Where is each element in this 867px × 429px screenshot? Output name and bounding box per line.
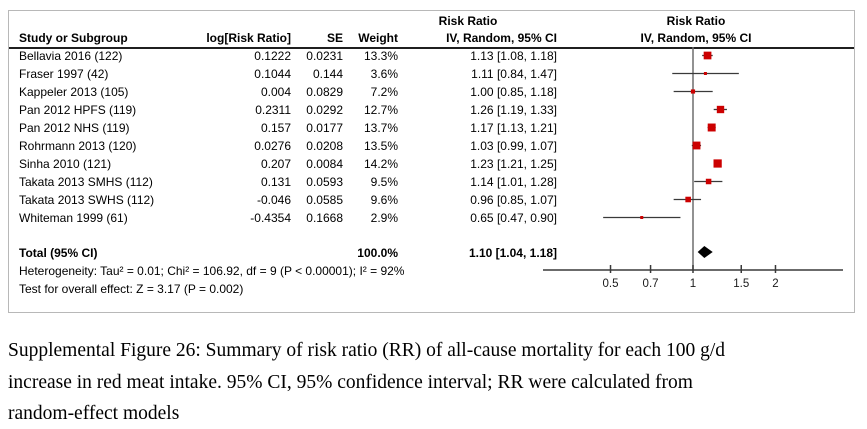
se-value: 0.0593 <box>306 174 343 189</box>
plot-column-header-line1: Risk Ratio <box>666 14 726 28</box>
study-label: Pan 2012 NHS (119) <box>19 120 130 135</box>
heterogeneity-stats: Heterogeneity: Tau² = 0.01; Chi² = 106.9… <box>19 264 405 278</box>
log-rr-value: -0.4354 <box>250 210 291 225</box>
weight-value: 7.2% <box>370 84 398 99</box>
caption-line-1: Supplemental Figure 26: Summary of risk … <box>8 340 726 361</box>
se-value: 0.0177 <box>306 120 343 135</box>
ci-text-value: 1.11 [0.84, 1.47] <box>471 66 557 81</box>
se-value: 0.144 <box>312 66 343 81</box>
study-label: Rohrmann 2013 (120) <box>19 138 137 153</box>
study-label: Takata 2013 SMHS (112) <box>19 174 153 189</box>
study-row: Whiteman 1999 (61) -0.4354 0.1668 2.9% 0… <box>19 210 557 226</box>
ci-text-value: 1.17 [1.13, 1.21] <box>470 120 557 135</box>
weight-value: 12.7% <box>363 102 398 117</box>
se-value: 0.0585 <box>306 192 343 207</box>
weight-value: 13.3% <box>363 48 398 63</box>
study-label: Pan 2012 HPFS (119) <box>19 102 137 117</box>
study-label: Sinha 2010 (121) <box>19 156 112 171</box>
figure-caption: Supplemental Figure 26: Summary of risk … <box>8 335 860 429</box>
total-ci-text: 1.10 [1.04, 1.18] <box>468 246 557 260</box>
study-row: Pan 2012 NHS (119) 0.157 0.0177 13.7% 1.… <box>19 120 557 136</box>
caption-line-3: random-effect models <box>8 403 180 424</box>
weight-value: 13.5% <box>363 138 398 153</box>
ci-text-value: 0.65 [0.47, 0.90] <box>470 210 557 225</box>
study-label: Fraser 1997 (42) <box>19 66 109 81</box>
total-row: Total (95% CI) 100.0% 1.10 [1.04, 1.18] <box>19 245 557 261</box>
study-row: Bellavia 2016 (122) 0.1222 0.0231 13.3% … <box>19 48 557 64</box>
forest-plot-figure: Risk Ratio Risk Ratio Study or Subgroup … <box>8 10 855 313</box>
se-value: 0.0829 <box>306 84 343 99</box>
log-rr-value: 0.1044 <box>254 66 291 81</box>
ci-text-value: 1.14 [1.01, 1.28] <box>470 174 557 189</box>
weight-column-header: Weight <box>358 31 398 45</box>
study-row: Fraser 1997 (42) 0.1044 0.144 3.6% 1.11 … <box>19 66 557 82</box>
se-value: 0.0084 <box>306 156 343 171</box>
study-row: Rohrmann 2013 (120) 0.0276 0.0208 13.5% … <box>19 138 557 154</box>
header-divider-line <box>9 47 854 49</box>
log-rr-value: -0.046 <box>256 192 291 207</box>
study-row: Sinha 2010 (121) 0.207 0.0084 14.2% 1.23… <box>19 156 557 172</box>
log-rr-value: 0.2311 <box>255 102 291 117</box>
total-label: Total (95% CI) <box>19 246 98 260</box>
weight-value: 9.6% <box>370 192 398 207</box>
ci-text-value: 1.26 [1.19, 1.33] <box>470 102 557 117</box>
ci-text-value: 1.23 [1.21, 1.25] <box>470 156 557 171</box>
study-row: Kappeler 2013 (105) 0.004 0.0829 7.2% 1.… <box>19 84 557 100</box>
ci-text-value: 0.96 [0.85, 1.07] <box>470 192 557 207</box>
ci-column-header-line1: Risk Ratio <box>438 14 498 28</box>
weight-value: 3.6% <box>370 66 398 81</box>
se-value: 0.0208 <box>306 138 343 153</box>
se-value: 0.0231 <box>306 48 343 63</box>
se-value: 0.0292 <box>306 102 343 117</box>
weight-value: 2.9% <box>370 210 398 225</box>
weight-value: 14.2% <box>363 156 398 171</box>
study-label: Bellavia 2016 (122) <box>19 48 123 63</box>
weight-value: 13.7% <box>363 120 398 135</box>
log-rr-value: 0.0276 <box>254 138 291 153</box>
study-column-header: Study or Subgroup <box>19 31 128 45</box>
total-weight: 100.0% <box>357 246 398 260</box>
study-row: Pan 2012 HPFS (119) 0.2311 0.0292 12.7% … <box>19 102 557 118</box>
study-row: Takata 2013 SWHS (112) -0.046 0.0585 9.6… <box>19 192 557 208</box>
study-label: Whiteman 1999 (61) <box>19 210 128 225</box>
log-rr-value: 0.131 <box>260 174 291 189</box>
log-rr-value: 0.207 <box>260 156 291 171</box>
log-rr-value: 0.004 <box>260 84 291 99</box>
ci-column-header-line2: IV, Random, 95% CI <box>446 31 557 45</box>
ci-text-value: 1.00 [0.85, 1.18] <box>470 84 557 99</box>
weight-value: 9.5% <box>370 174 398 189</box>
ci-text-value: 1.03 [0.99, 1.07] <box>470 138 557 153</box>
log-rr-value: 0.1222 <box>254 48 291 63</box>
plot-column-header-line2: IV, Random, 95% CI <box>640 31 752 45</box>
ci-text-value: 1.13 [1.08, 1.18] <box>470 48 557 63</box>
log-rr-value: 0.157 <box>260 120 291 135</box>
se-value: 0.1668 <box>306 210 343 225</box>
overall-effect-test: Test for overall effect: Z = 3.17 (P = 0… <box>19 282 244 296</box>
study-label: Kappeler 2013 (105) <box>19 84 129 99</box>
log-rr-column-header: log[Risk Ratio] <box>206 31 291 45</box>
se-column-header: SE <box>326 31 343 45</box>
study-row: Takata 2013 SMHS (112) 0.131 0.0593 9.5%… <box>19 174 557 190</box>
study-label: Takata 2013 SWHS (112) <box>19 192 155 207</box>
caption-line-2: increase in red meat intake. 95% CI, 95%… <box>8 371 693 393</box>
